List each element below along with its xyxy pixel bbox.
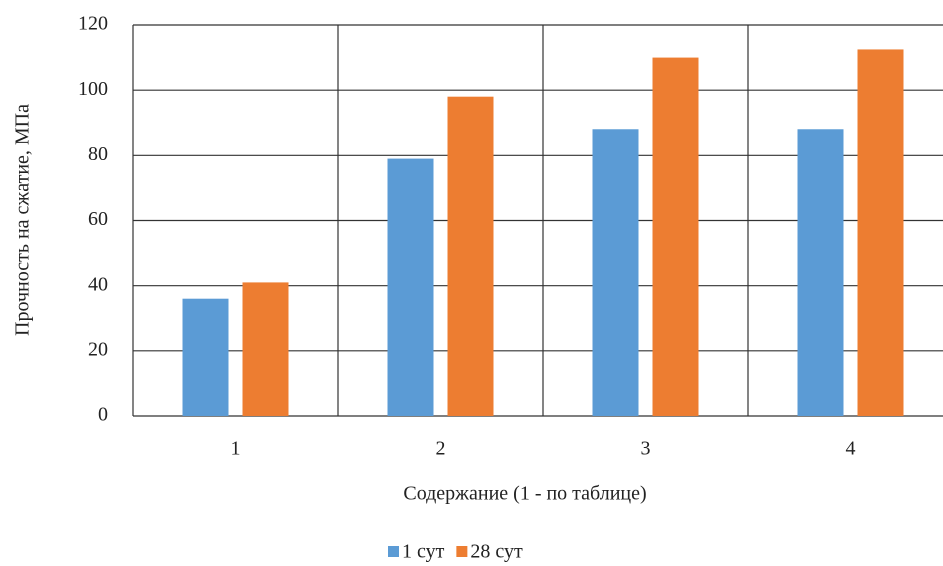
bar: [182, 298, 229, 416]
x-tick-label: 3: [641, 438, 651, 460]
bar: [797, 129, 844, 416]
bar: [387, 158, 434, 416]
bar: [447, 96, 494, 416]
y-tick-label: 60: [88, 208, 108, 230]
legend-label: 28 сут: [470, 541, 523, 563]
y-tick-label: 20: [88, 338, 108, 360]
x-tick-label: 2: [436, 438, 446, 460]
x-tick-label: 1: [231, 438, 241, 460]
y-tick-label: 40: [88, 273, 108, 295]
y-tick-label: 0: [98, 404, 108, 426]
legend-swatch: [388, 546, 399, 557]
bar: [592, 129, 639, 416]
y-tick-label: 100: [78, 78, 108, 100]
y-tick-label: 120: [78, 13, 108, 35]
y-axis-label: Прочность на сжатие, МПа: [12, 104, 34, 336]
y-tick-label: 80: [88, 143, 108, 165]
x-axis-label: Содержание (1 - по таблице): [403, 483, 646, 505]
legend-label: 1 сут: [402, 541, 445, 563]
bar: [857, 49, 904, 416]
x-tick-label: 4: [846, 438, 856, 460]
bar: [652, 57, 699, 416]
bar: [242, 282, 289, 416]
legend-swatch: [456, 546, 468, 557]
